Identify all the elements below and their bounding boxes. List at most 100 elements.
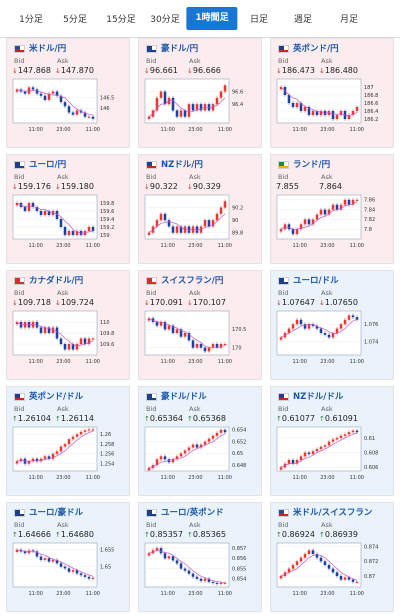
candle (331, 439, 335, 442)
pair-name[interactable]: ユーロ/ドル (293, 276, 339, 286)
candle (203, 104, 207, 111)
candle (31, 322, 35, 328)
price-chart[interactable]: 90.2 90 89.8 11:00 23:00 11:00 (144, 194, 257, 251)
candle (175, 456, 179, 460)
bid-value-text: 159.176 (17, 182, 51, 191)
price-chart[interactable]: 110 109.8 109.6 11:00 23:00 11:00 (12, 310, 125, 367)
x-tick-label: 11:00 (292, 475, 306, 481)
candle (51, 559, 55, 562)
ask-label: Ask (57, 57, 69, 65)
tab-1[interactable]: 1分足 (19, 15, 43, 25)
candle (339, 435, 343, 438)
price-chart[interactable]: 1.655 1.65 11:00 23:00 11:00 (12, 542, 125, 599)
rate-card[interactable]: 英ポンド/ドル Bid Ask ↑1.26104 ↑1.26114 1.26 1.258 1.… (6, 386, 130, 496)
bid-value-text: 1.07647 (281, 298, 315, 307)
plot-area (144, 542, 230, 588)
ask-value-text: 7.864 (319, 182, 342, 191)
rate-card[interactable]: カナダドル/円 Bid Ask ↓109.718 ↓109.724 110 109.8 109… (6, 270, 130, 380)
ask-value: ↓1.07650 (319, 298, 358, 307)
candle (63, 102, 67, 107)
tab-3[interactable]: 15分足 (106, 15, 136, 25)
price-chart[interactable]: 1.26 1.258 1.256 1.254 11:00 23:00 11:00 (12, 426, 125, 483)
price-chart[interactable]: 187 186.8 186.6 186.4 186.2 11:00 23:00 11:00 (276, 78, 389, 135)
price-chart[interactable]: 1.076 1.074 11:00 23:00 11:00 (276, 310, 389, 367)
y-tick-label: 0.854 (232, 577, 246, 583)
pair-name[interactable]: 英ポンド/円 (293, 44, 339, 54)
arrow-up-icon: ↑ (276, 415, 282, 423)
price-chart[interactable]: 159.8 159.6 159.4 159.2 159 11:00 23:00 11:00 (12, 194, 125, 251)
tab-8[interactable]: 月足 (339, 15, 359, 25)
pair-name[interactable]: ユーロ/豪ドル (29, 508, 84, 518)
pair-name[interactable]: 米ドル/スイスフラン (293, 508, 373, 518)
price-chart[interactable]: 96.6 96.4 11:00 23:00 11:00 (144, 78, 257, 135)
tab-2[interactable]: 5分足 (63, 15, 87, 25)
pair-name[interactable]: 英ポンド/ドル (29, 392, 84, 402)
price-chart[interactable]: 0.61 0.608 0.606 11:00 23:00 11:00 (276, 426, 389, 483)
candle (35, 551, 39, 557)
rate-card[interactable]: ユーロ/ドル Bid Ask ↓1.07647 ↓1.07650 1.076 1.074 11… (270, 270, 394, 380)
pair-name[interactable]: 豪ドル/円 (161, 44, 199, 54)
rate-card[interactable]: 英ポンド/円 Bid Ask ↓186.473 ↓186.480 187 186.8 186.… (270, 38, 394, 148)
candle (347, 199, 351, 205)
rate-card[interactable]: スイスフラン/円 Bid Ask ↓170.091 ↓170.107 170.5 170 11… (138, 270, 262, 380)
rate-card[interactable]: 豪ドル/ドル Bid Ask ↑0.65364 ↑0.65368 0.654 0.652 0.… (138, 386, 262, 496)
tab-7[interactable]: 週足 (293, 15, 313, 25)
x-tick-label: 11:00 (218, 591, 232, 597)
rate-card[interactable]: NZドル/ドル Bid Ask ↑0.61077 ↑0.61091 0.61 0.608 0.… (270, 386, 394, 496)
pair-name[interactable]: ユーロ/英ポンド (161, 508, 224, 518)
pair-name[interactable]: ランド/円 (293, 160, 331, 170)
chart-svg: 1.076 1.074 11:00 23:00 11:00 (276, 310, 378, 365)
plot-area (12, 78, 98, 124)
candle (287, 568, 291, 573)
candle (199, 226, 203, 233)
rate-card[interactable]: 豪ドル/円 Bid Ask ↓96.661 ↓96.666 96.6 96.4 11:00 23… (138, 38, 262, 148)
pair-name[interactable]: NZドル/円 (161, 160, 203, 170)
rate-card[interactable]: 米ドル/スイスフラン Bid Ask ↑0.86924 ↑0.86939 0.874 0.8… (270, 502, 394, 612)
ask-value: ↓90.329 (187, 182, 221, 191)
candle (79, 573, 83, 576)
pair-name[interactable]: カナダドル/円 (29, 276, 84, 286)
pair-name[interactable]: スイスフラン/円 (161, 276, 224, 286)
price-chart[interactable]: 0.857 0.856 0.855 0.854 11:00 23:00 11:00 (144, 542, 257, 599)
rate-card[interactable]: NZドル/円 Bid Ask ↓90.322 ↓90.329 90.2 90 89.8 11:0… (138, 154, 262, 264)
rate-card[interactable]: ユーロ/豪ドル Bid Ask ↑1.64666 ↑1.64680 1.655 1.65 11… (6, 502, 130, 612)
candle (219, 207, 223, 214)
ask-value-text: 147.870 (60, 66, 94, 75)
candle (315, 325, 319, 329)
candle (299, 103, 303, 111)
candle (183, 450, 187, 454)
x-tick-label: 11:00 (160, 127, 174, 133)
price-chart[interactable]: 0.654 0.652 0.65 0.648 11:00 23:00 11:00 (144, 426, 257, 483)
price-chart[interactable]: 7.86 7.84 7.82 7.8 11:00 23:00 11:00 (276, 194, 389, 251)
price-chart[interactable]: 0.874 0.872 0.87 11:00 23:00 11:00 (276, 542, 389, 599)
pair-name[interactable]: ユーロ/円 (29, 160, 67, 170)
ask-value-text: 159.180 (60, 182, 94, 191)
candle (219, 344, 223, 348)
candle (223, 429, 227, 433)
rate-card[interactable]: ユーロ/円 Bid Ask ↓159.176 ↓159.180 159.8 159.6 159… (6, 154, 130, 264)
pair-name[interactable]: 豪ドル/ドル (161, 392, 207, 402)
rate-card[interactable]: ランド/円 Bid Ask 7.855 7.864 7.86 7.84 7.82 7.8 11:0… (270, 154, 394, 264)
candle (351, 315, 355, 318)
pair-name[interactable]: NZドル/ドル (293, 392, 344, 402)
tab-6[interactable]: 日足 (249, 15, 269, 25)
price-chart[interactable]: 146.5 146 11:00 23:00 11:00 (12, 78, 125, 135)
arrow-down-icon: ↓ (144, 183, 150, 191)
candle (343, 319, 347, 325)
rate-card[interactable]: ユーロ/英ポンド Bid Ask ↑0.85357 ↑0.85365 0.857 0.856… (138, 502, 262, 612)
y-tick-label: 0.608 (364, 450, 378, 456)
candle (219, 91, 223, 98)
tab-4[interactable]: 30分足 (150, 15, 180, 25)
candle (315, 554, 319, 558)
candle (319, 557, 323, 562)
pair-name[interactable]: 米ドル/円 (29, 44, 67, 54)
price-chart[interactable]: 170.5 170 11:00 23:00 11:00 (144, 310, 257, 367)
tab-5[interactable]: 1時間足 (186, 7, 238, 30)
ask-label: Ask (189, 289, 201, 297)
ask-label: Ask (57, 405, 69, 413)
y-tick-label: 110 (100, 320, 110, 326)
candle (351, 199, 355, 205)
rate-card[interactable]: 米ドル/円 Bid Ask ↓147.868 ↓147.870 146.5 146 11:00… (6, 38, 130, 148)
candle (87, 576, 91, 579)
